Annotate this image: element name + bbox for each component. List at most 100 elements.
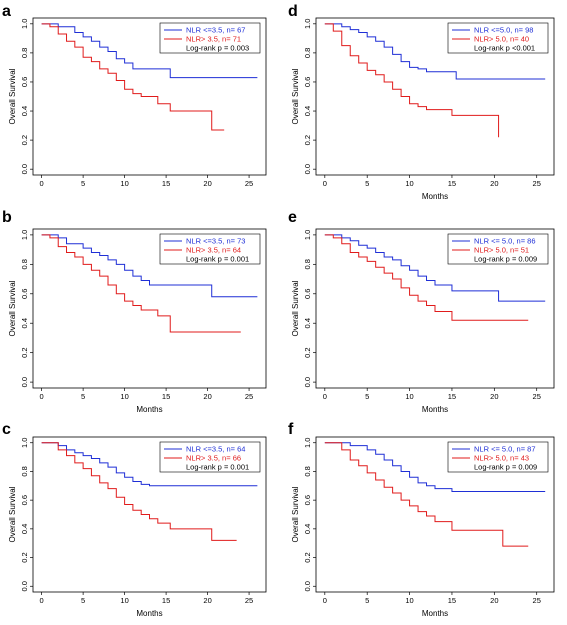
y-tick-label: 0.6	[303, 77, 312, 87]
x-tick-label: 0	[323, 596, 327, 605]
legend-logrank: Log-rank p = 0.009	[474, 255, 537, 264]
x-tick-label: 25	[533, 179, 541, 188]
y-tick-label: 0.2	[303, 135, 312, 145]
panel-letter: d	[288, 3, 298, 20]
legend-box	[159, 22, 261, 54]
series-line-high	[41, 23, 225, 131]
series-line-low	[324, 23, 546, 80]
x-tick-label: 25	[245, 179, 253, 188]
x-axis-title: Months	[136, 405, 162, 414]
legend-label: NLR> 5.0, n= 40	[474, 35, 529, 44]
y-axis-title: Overall Survival	[8, 280, 17, 336]
x-tick-label: 0	[40, 596, 44, 605]
x-axis-title: Months	[136, 609, 162, 618]
y-tick-label: 0.4	[303, 106, 312, 116]
y-tick-label: 0.0	[303, 581, 312, 591]
y-axis-title: Overall Survival	[8, 486, 17, 542]
legend-box	[159, 233, 261, 265]
y-tick-label: 0.6	[20, 495, 29, 505]
x-tick-label: 25	[533, 392, 541, 401]
x-tick-label: 15	[162, 596, 170, 605]
legend-label: NLR> 3.5, n= 64	[186, 246, 241, 255]
y-tick-label: 1.0	[20, 19, 29, 29]
y-tick-label: 1.0	[303, 230, 312, 240]
series-line-low	[41, 23, 258, 79]
x-tick-label: 0	[323, 179, 327, 188]
y-tick-label: 0.2	[20, 347, 29, 357]
x-tick-label: 15	[448, 179, 456, 188]
panel-c: c 0 5 10 15 20 25 0.0 0.2 0.4 0.6 0.8 1.0 Months Overa…	[2, 421, 267, 618]
plot-frame	[315, 228, 555, 389]
x-tick-label: 20	[203, 596, 211, 605]
y-tick-label: 0.4	[20, 318, 29, 328]
y-tick-label: 1.0	[303, 19, 312, 29]
x-tick-label: 25	[533, 596, 541, 605]
plot-frame	[32, 17, 267, 176]
y-axis-title: Overall Survival	[291, 486, 300, 542]
x-tick-label: 10	[120, 596, 128, 605]
y-tick-label: 0.6	[303, 495, 312, 505]
y-tick-label: 0.8	[20, 259, 29, 269]
x-tick-label: 20	[490, 392, 498, 401]
y-tick-label: 1.0	[20, 438, 29, 448]
legend-logrank: Log-rank p = 0.001	[186, 463, 249, 472]
x-tick-label: 10	[405, 392, 413, 401]
series-line-high	[324, 23, 500, 138]
x-tick-label: 15	[162, 179, 170, 188]
series-line-high	[41, 442, 237, 541]
y-tick-label: 0.2	[303, 552, 312, 562]
legend-logrank: Log-rank p <0.001	[474, 44, 535, 53]
legend-label: NLR> 5.0, n= 43	[474, 454, 529, 463]
legend-logrank: Log-rank p = 0.001	[186, 255, 249, 264]
y-tick-label: 0.4	[20, 524, 29, 534]
legend-box	[447, 441, 549, 473]
x-tick-label: 5	[365, 392, 369, 401]
legend-label: NLR> 3.5, n= 66	[186, 454, 241, 463]
y-tick-label: 0.8	[20, 466, 29, 476]
y-tick-label: 1.0	[303, 438, 312, 448]
y-axis-title: Overall Survival	[8, 68, 17, 124]
x-tick-label: 5	[365, 179, 369, 188]
panel-e: e 0 5 10 15 20 25 0.0 0.2 0.4 0.6 0.8 1.0 Months Overa…	[288, 209, 555, 414]
x-tick-label: 20	[203, 392, 211, 401]
y-tick-label: 0.6	[303, 289, 312, 299]
legend-logrank: Log-rank p = 0.003	[186, 44, 249, 53]
y-tick-label: 0.6	[20, 289, 29, 299]
y-tick-label: 0.4	[303, 318, 312, 328]
legend-label: NLR <= 5.0, n= 87	[474, 445, 536, 454]
plot-frame	[32, 436, 267, 593]
series-line-high	[324, 234, 529, 321]
legend-label: NLR <= 5.0, n= 86	[474, 237, 536, 246]
x-axis-title: Months	[422, 405, 448, 414]
x-tick-label: 10	[405, 596, 413, 605]
y-tick-label: 0.0	[303, 164, 312, 174]
legend-logrank: Log-rank p = 0.009	[474, 463, 537, 472]
x-tick-label: 15	[448, 392, 456, 401]
x-tick-label: 5	[81, 392, 85, 401]
plot-frame	[315, 17, 555, 176]
y-tick-label: 1.0	[20, 230, 29, 240]
y-tick-label: 0.0	[20, 164, 29, 174]
x-tick-label: 5	[81, 596, 85, 605]
panel-f: f 0 5 10 15 20 25 0.0 0.2 0.4 0.6 0.8 1.0 Months Overa…	[288, 421, 555, 618]
y-axis-title: Overall Survival	[291, 68, 300, 124]
x-tick-label: 25	[245, 596, 253, 605]
legend-label: NLR <=3.5, n= 67	[186, 26, 245, 35]
x-tick-label: 0	[323, 392, 327, 401]
x-tick-label: 25	[245, 392, 253, 401]
plot-frame	[315, 436, 555, 593]
y-tick-label: 0.8	[20, 48, 29, 58]
legend-label: NLR> 5.0, n= 51	[474, 246, 529, 255]
legend-box	[447, 233, 549, 265]
x-tick-label: 5	[81, 179, 85, 188]
x-tick-label: 10	[120, 179, 128, 188]
y-tick-label: 0.4	[303, 524, 312, 534]
x-tick-label: 20	[203, 179, 211, 188]
panel-letter: b	[2, 209, 12, 226]
x-tick-label: 20	[490, 179, 498, 188]
x-tick-label: 5	[365, 596, 369, 605]
x-tick-label: 20	[490, 596, 498, 605]
y-tick-label: 0.2	[303, 347, 312, 357]
y-tick-label: 0.0	[303, 377, 312, 387]
legend-label: NLR <=3.5, n= 64	[186, 445, 245, 454]
